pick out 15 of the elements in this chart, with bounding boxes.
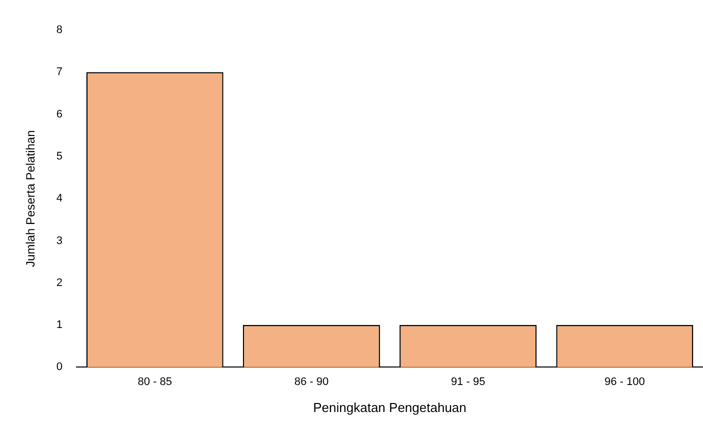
x-tick-label: 96 - 100 (604, 376, 645, 388)
x-tick-label: 80 - 85 (138, 376, 172, 388)
x-tick-label: 91 - 95 (450, 376, 486, 388)
y-axis-title: Jumlah Peserta Pelatihan (24, 130, 38, 267)
y-tick-label: 8 (56, 24, 63, 36)
x-axis-title: Peningkatan Pengetahuan (313, 400, 466, 415)
y-tick-label: 6 (56, 108, 63, 120)
y-tick-label: 3 (56, 234, 63, 247)
y-tick-label: 4 (56, 192, 63, 205)
y-tick-label: 1 (56, 319, 63, 332)
y-tick-label: 2 (56, 276, 63, 289)
x-tick-label: 86 - 90 (294, 376, 329, 388)
y-tick-label: 7 (56, 66, 63, 78)
y-tick-label: 0 (56, 361, 63, 374)
y-tick-label: 5 (56, 150, 63, 162)
